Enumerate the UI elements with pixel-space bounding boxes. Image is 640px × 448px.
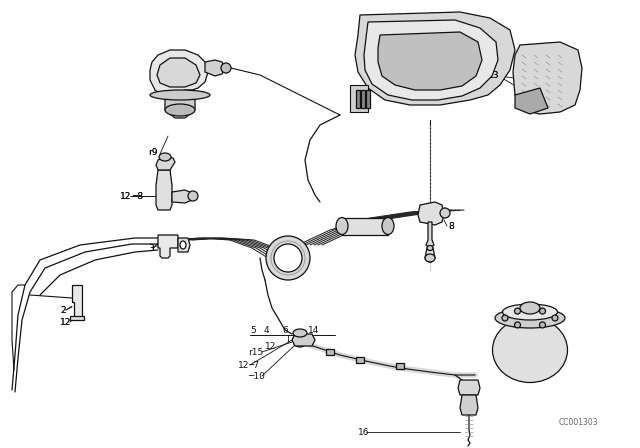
Text: r9: r9 [148,147,157,156]
Text: r9: r9 [148,147,157,156]
Ellipse shape [515,322,520,328]
Text: ─7: ─7 [248,361,259,370]
Ellipse shape [165,104,195,116]
Text: 12: 12 [60,318,72,327]
Polygon shape [165,95,195,118]
Polygon shape [356,90,360,108]
Polygon shape [326,349,334,355]
Polygon shape [366,90,370,108]
Text: 12: 12 [238,361,250,370]
Ellipse shape [495,308,565,328]
Text: 13: 13 [488,70,499,79]
Ellipse shape [150,90,210,100]
Text: 8: 8 [448,221,454,231]
Ellipse shape [293,329,307,337]
Text: 3: 3 [148,244,154,253]
Polygon shape [356,357,364,363]
Text: 6: 6 [282,326,288,335]
Polygon shape [364,20,498,100]
Text: r15: r15 [248,348,263,357]
Text: 5: 5 [250,326,256,335]
Ellipse shape [520,302,540,314]
Ellipse shape [540,308,545,314]
Ellipse shape [221,63,231,73]
Text: 8: 8 [448,221,454,231]
Polygon shape [350,85,368,112]
Ellipse shape [296,336,304,344]
Ellipse shape [425,254,435,262]
Polygon shape [178,238,190,252]
Ellipse shape [293,333,307,347]
Ellipse shape [502,304,557,320]
Ellipse shape [159,153,171,161]
Polygon shape [72,285,82,318]
Ellipse shape [188,191,198,201]
Text: 12: 12 [60,318,72,327]
Ellipse shape [552,315,558,321]
Polygon shape [460,395,478,415]
Text: 2: 2 [60,306,66,314]
Text: 3: 3 [148,244,154,253]
Ellipse shape [540,322,545,328]
Text: ─8: ─8 [132,191,143,201]
Polygon shape [70,316,84,320]
Polygon shape [150,50,208,95]
Polygon shape [156,170,172,210]
Polygon shape [355,12,515,105]
Polygon shape [292,334,315,346]
Text: 12: 12 [120,191,131,201]
Polygon shape [426,222,434,248]
Polygon shape [156,157,175,170]
Polygon shape [205,60,225,76]
Ellipse shape [427,246,433,250]
Polygon shape [157,58,200,87]
Text: 12: 12 [120,191,131,201]
Polygon shape [458,380,480,395]
Ellipse shape [440,208,450,218]
Polygon shape [172,190,192,203]
Text: 13: 13 [488,70,499,79]
Text: 12: 12 [265,341,276,350]
Ellipse shape [274,244,302,272]
Ellipse shape [502,315,508,321]
Ellipse shape [515,308,520,314]
Text: 11: 11 [482,51,493,60]
Polygon shape [342,218,388,235]
Text: ─10: ─10 [248,371,265,380]
Ellipse shape [266,236,310,280]
Text: 4: 4 [264,326,269,335]
Polygon shape [396,363,404,369]
Polygon shape [513,42,582,114]
Polygon shape [361,90,365,108]
Ellipse shape [180,241,186,249]
Text: 2: 2 [60,306,66,314]
Text: ─8: ─8 [132,191,143,201]
Polygon shape [425,248,435,262]
Polygon shape [158,235,178,258]
Text: 11: 11 [482,51,493,60]
Polygon shape [378,32,482,90]
Polygon shape [418,202,444,225]
Text: CC001303: CC001303 [558,418,598,426]
Polygon shape [515,88,548,114]
Text: 16: 16 [358,427,369,436]
Ellipse shape [493,318,568,383]
Ellipse shape [336,217,348,234]
Ellipse shape [382,217,394,234]
Text: 14: 14 [308,326,319,335]
